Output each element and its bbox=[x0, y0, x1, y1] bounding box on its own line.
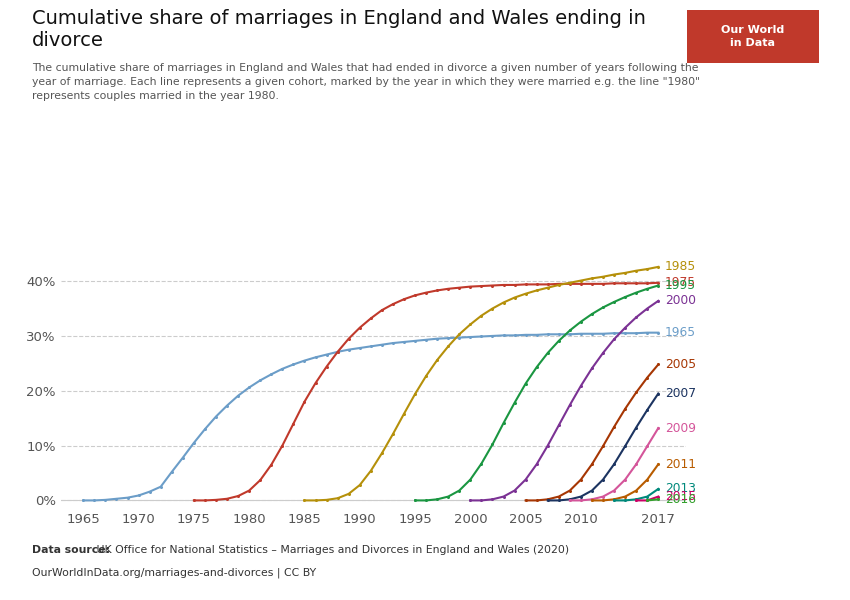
Text: 2016: 2016 bbox=[665, 493, 696, 506]
Text: 2015: 2015 bbox=[665, 490, 696, 503]
Text: Data source:: Data source: bbox=[32, 545, 110, 555]
Text: 2000: 2000 bbox=[665, 295, 696, 307]
Text: 2007: 2007 bbox=[665, 387, 696, 400]
Text: 1975: 1975 bbox=[665, 276, 696, 289]
Text: UK Office for National Statistics – Marriages and Divorces in England and Wales : UK Office for National Statistics – Marr… bbox=[94, 545, 570, 555]
Text: 2011: 2011 bbox=[665, 458, 696, 471]
Text: 1995: 1995 bbox=[665, 279, 696, 292]
Text: The cumulative share of marriages in England and Wales that had ended in divorce: The cumulative share of marriages in Eng… bbox=[32, 63, 700, 101]
Text: 1985: 1985 bbox=[665, 260, 696, 274]
Text: 2013: 2013 bbox=[665, 482, 696, 496]
Text: divorce: divorce bbox=[32, 31, 105, 50]
Text: Cumulative share of marriages in England and Wales ending in: Cumulative share of marriages in England… bbox=[32, 9, 646, 28]
Text: 2005: 2005 bbox=[665, 358, 696, 371]
Text: Our World
in Data: Our World in Data bbox=[721, 25, 785, 48]
Text: 1965: 1965 bbox=[665, 326, 696, 339]
Text: OurWorldInData.org/marriages-and-divorces | CC BY: OurWorldInData.org/marriages-and-divorce… bbox=[32, 567, 316, 577]
Text: 2009: 2009 bbox=[665, 422, 696, 434]
